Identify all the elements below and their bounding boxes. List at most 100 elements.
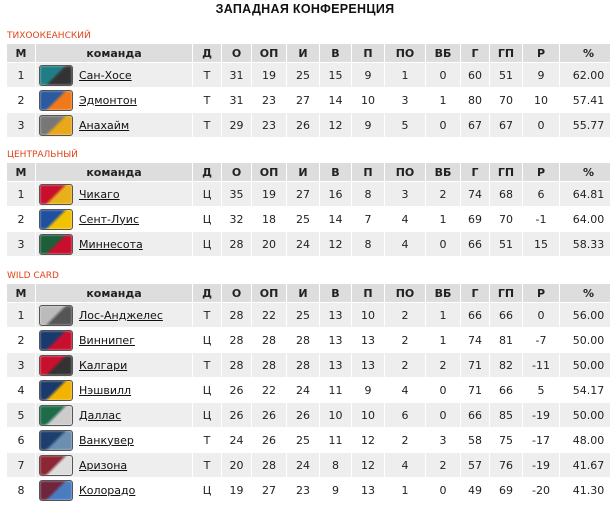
team-logo-icon bbox=[39, 208, 73, 230]
team-link[interactable]: Лос-Анджелес bbox=[79, 308, 163, 322]
team-link[interactable]: Анахайм bbox=[79, 118, 130, 132]
stat-cell: 0 bbox=[426, 63, 460, 87]
column-header: П bbox=[352, 163, 384, 181]
stat-cell: 24 bbox=[222, 428, 251, 452]
team-link[interactable]: Миннесота bbox=[79, 237, 143, 251]
column-header: Д bbox=[193, 163, 221, 181]
team-logo-icon bbox=[39, 379, 73, 401]
stat-cell: 9 bbox=[352, 113, 384, 137]
page-title: ЗАПАДНАЯ КОНФЕРЕНЦИЯ bbox=[215, 2, 395, 16]
stat-cell: 2 bbox=[426, 353, 460, 377]
stat-cell: 69 bbox=[490, 478, 522, 502]
table-row: 8 Колорадо Ц 19 27 23 9 13 1 0 49 69 -20 41.30 bbox=[7, 478, 610, 502]
stat-cell: Ц bbox=[193, 328, 221, 352]
table-row: 3 Калгари Т 28 28 28 13 13 2 2 71 82 -11 50.00 bbox=[7, 353, 610, 377]
stat-cell: 85 bbox=[490, 403, 522, 427]
stat-cell: 67 bbox=[461, 113, 489, 137]
stat-cell: 23 bbox=[252, 113, 286, 137]
stat-cell: 28 bbox=[287, 353, 319, 377]
stat-cell: 9 bbox=[320, 478, 351, 502]
team-link[interactable]: Чикаго bbox=[79, 187, 120, 201]
team-link[interactable]: Виннипег bbox=[79, 333, 135, 347]
team-link[interactable]: Даллас bbox=[79, 408, 122, 422]
stat-cell: 2 bbox=[385, 428, 425, 452]
stat-cell: 28 bbox=[222, 303, 251, 327]
stat-cell: 25 bbox=[287, 428, 319, 452]
stat-cell: 26 bbox=[252, 428, 286, 452]
team-link[interactable]: Калгари bbox=[79, 358, 128, 372]
column-header: В bbox=[320, 284, 351, 302]
stat-cell: 24 bbox=[287, 232, 319, 256]
table-row: 2 Виннипег Ц 28 28 28 13 13 2 1 74 81 -7 50.00 bbox=[7, 328, 610, 352]
stat-cell: 26 bbox=[287, 403, 319, 427]
stat-cell: -1 bbox=[523, 207, 559, 231]
stat-cell: 0 bbox=[523, 113, 559, 137]
stat-cell: Ц bbox=[193, 182, 221, 206]
stat-cell: 15 bbox=[320, 63, 351, 87]
stat-cell: 10 bbox=[523, 88, 559, 112]
column-header: ГП bbox=[490, 44, 522, 62]
team-link[interactable]: Сент-Луис bbox=[79, 212, 139, 226]
table-row: 1 Сан-Хосе Т 31 19 25 15 9 1 0 60 51 9 62.00 bbox=[7, 63, 610, 87]
column-header: О bbox=[222, 44, 251, 62]
team-cell: Миннесота bbox=[36, 232, 192, 256]
column-header: команда bbox=[36, 44, 192, 62]
stat-cell: 15 bbox=[523, 232, 559, 256]
column-header: ОП bbox=[252, 44, 286, 62]
column-header: ОП bbox=[252, 284, 286, 302]
stat-cell: 28 bbox=[252, 328, 286, 352]
stat-cell: 2 bbox=[385, 328, 425, 352]
stat-cell: Т bbox=[193, 453, 221, 477]
stat-cell: 11 bbox=[320, 428, 351, 452]
stat-cell: 68 bbox=[490, 182, 522, 206]
column-header: М bbox=[7, 44, 35, 62]
column-header: % bbox=[560, 44, 610, 62]
stat-cell: 13 bbox=[320, 303, 351, 327]
stat-cell: 66 bbox=[461, 403, 489, 427]
stat-cell: 12 bbox=[320, 232, 351, 256]
stat-cell: -17 bbox=[523, 428, 559, 452]
stat-cell: Ц bbox=[193, 478, 221, 502]
column-header: команда bbox=[36, 163, 192, 181]
team-cell: Нэшвилл bbox=[36, 378, 192, 402]
stat-cell: 25 bbox=[287, 303, 319, 327]
team-logo-icon bbox=[39, 454, 73, 476]
stat-cell: 76 bbox=[490, 453, 522, 477]
stat-cell: 3 bbox=[7, 113, 35, 137]
stat-cell: 31 bbox=[222, 88, 251, 112]
stat-cell: 13 bbox=[320, 353, 351, 377]
division-label: ЦЕНТРАЛЬНЫЙ bbox=[7, 150, 78, 160]
table-row: 4 Нэшвилл Ц 26 22 24 11 9 4 0 71 66 5 54.17 bbox=[7, 378, 610, 402]
stat-cell: 9 bbox=[352, 63, 384, 87]
team-link[interactable]: Эдмонтон bbox=[79, 93, 137, 107]
column-header: Р bbox=[523, 163, 559, 181]
stat-cell: 24 bbox=[287, 378, 319, 402]
stat-cell: 58 bbox=[461, 428, 489, 452]
stat-cell: 66 bbox=[461, 303, 489, 327]
stat-cell: 6 bbox=[385, 403, 425, 427]
stat-cell: 4 bbox=[385, 453, 425, 477]
stat-cell: 19 bbox=[222, 478, 251, 502]
team-cell: Калгари bbox=[36, 353, 192, 377]
stat-cell: Т bbox=[193, 113, 221, 137]
stat-cell: 2 bbox=[7, 88, 35, 112]
stat-cell: 70 bbox=[490, 88, 522, 112]
team-cell: Чикаго bbox=[36, 182, 192, 206]
team-link[interactable]: Колорадо bbox=[79, 483, 136, 497]
stat-cell: 12 bbox=[320, 113, 351, 137]
stat-cell: 66 bbox=[461, 232, 489, 256]
column-header: команда bbox=[36, 284, 192, 302]
stat-cell: 1 bbox=[385, 478, 425, 502]
team-link[interactable]: Ванкувер bbox=[79, 433, 134, 447]
team-link[interactable]: Нэшвилл bbox=[79, 383, 132, 397]
team-link[interactable]: Аризона bbox=[79, 458, 128, 472]
stat-cell: 29 bbox=[222, 113, 251, 137]
stat-cell: 3 bbox=[7, 232, 35, 256]
column-header: И bbox=[287, 284, 319, 302]
stat-cell: 4 bbox=[385, 378, 425, 402]
team-link[interactable]: Сан-Хосе bbox=[79, 68, 132, 82]
column-header: Р bbox=[523, 44, 559, 62]
stat-cell: 74 bbox=[461, 182, 489, 206]
